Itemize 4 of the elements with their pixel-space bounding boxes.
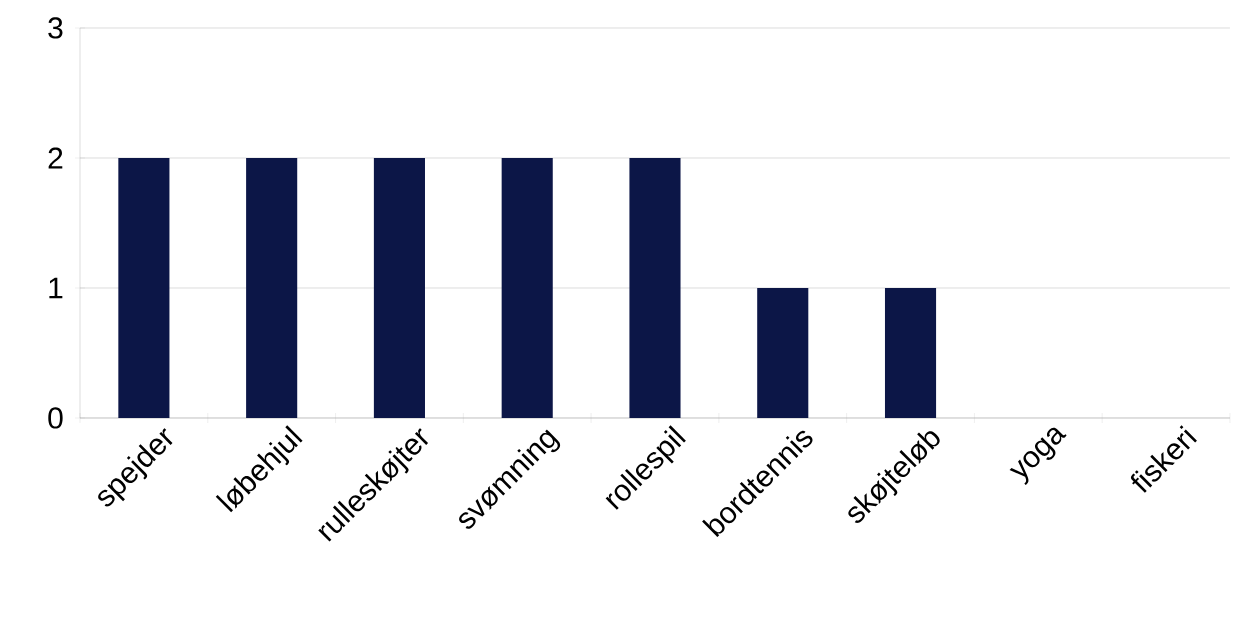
y-tick-label: 2 xyxy=(48,147,63,169)
y-tick-label: 0 xyxy=(48,407,63,429)
y-tick-label: 1 xyxy=(49,277,63,299)
y-tick-label: 3 xyxy=(48,17,63,39)
